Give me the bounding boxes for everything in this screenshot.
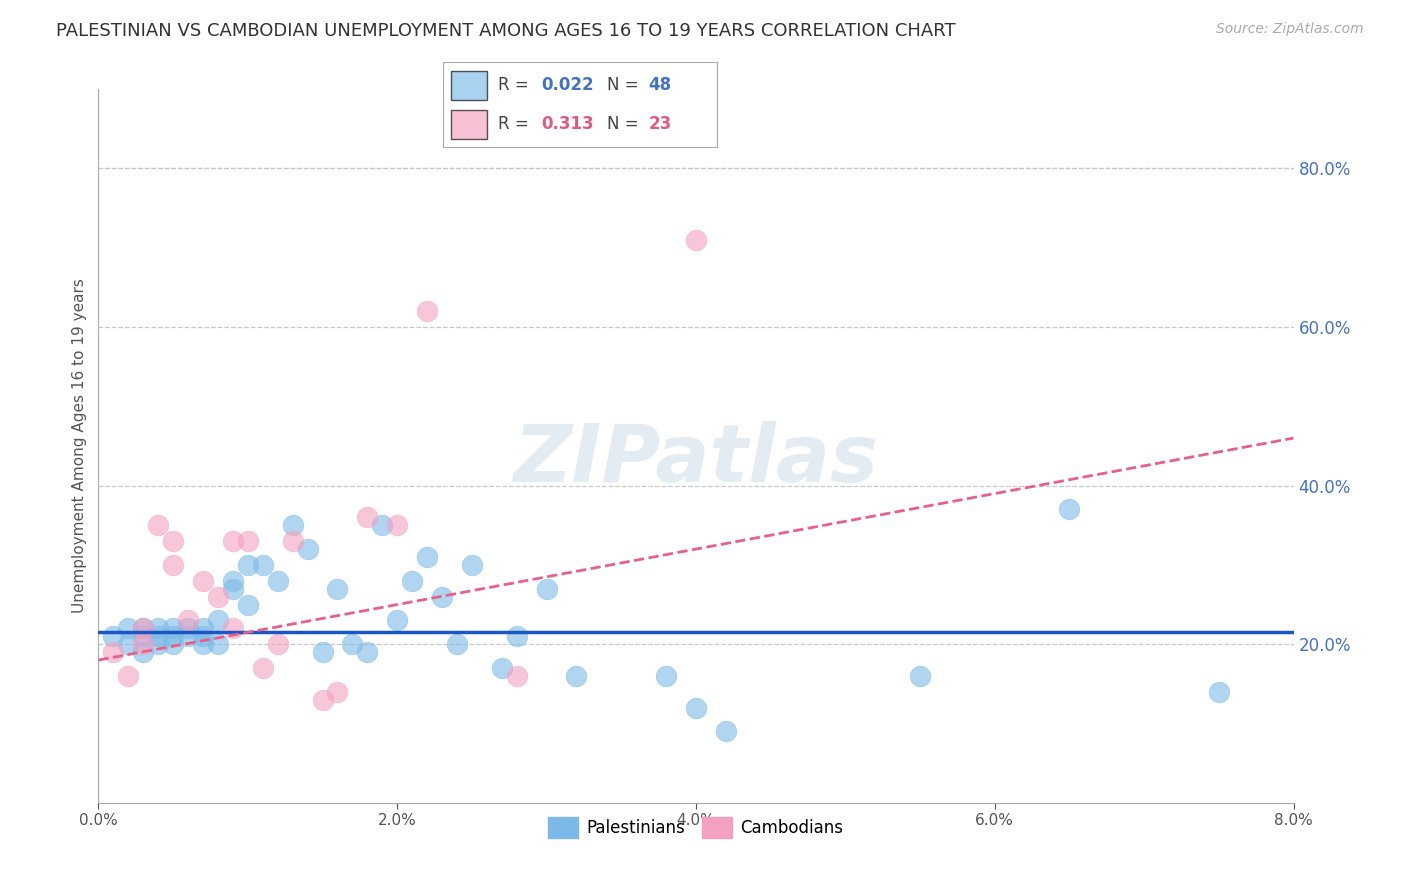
Point <box>506 629 529 643</box>
Point <box>236 534 259 549</box>
Text: 0.022: 0.022 <box>541 77 595 95</box>
Point <box>385 614 409 628</box>
Text: 23: 23 <box>648 115 672 133</box>
Point <box>311 692 333 706</box>
Point <box>222 621 245 635</box>
Point <box>148 629 170 643</box>
Point <box>162 534 184 549</box>
Point <box>132 629 155 643</box>
Point <box>1059 502 1081 516</box>
Point <box>191 637 214 651</box>
Point <box>177 614 200 628</box>
Point <box>356 510 378 524</box>
Point <box>236 598 259 612</box>
Text: 48: 48 <box>648 77 672 95</box>
Point <box>714 724 737 739</box>
Text: R =: R = <box>498 77 534 95</box>
Legend: Palestinians, Cambodians: Palestinians, Cambodians <box>541 811 851 845</box>
Point <box>311 645 333 659</box>
Text: ZIPatlas: ZIPatlas <box>513 421 879 500</box>
Text: N =: N = <box>607 77 644 95</box>
Point <box>281 534 304 549</box>
FancyBboxPatch shape <box>451 110 486 139</box>
Point <box>281 518 304 533</box>
Point <box>267 637 290 651</box>
Point <box>222 582 245 596</box>
Point <box>162 629 184 643</box>
Point <box>685 233 707 247</box>
Point <box>446 637 468 651</box>
Point <box>132 621 155 635</box>
Point <box>267 574 290 588</box>
Point <box>177 629 200 643</box>
Text: PALESTINIAN VS CAMBODIAN UNEMPLOYMENT AMONG AGES 16 TO 19 YEARS CORRELATION CHAR: PALESTINIAN VS CAMBODIAN UNEMPLOYMENT AM… <box>56 22 956 40</box>
Point <box>685 700 707 714</box>
Point <box>103 645 125 659</box>
Point <box>117 621 139 635</box>
Point <box>177 621 200 635</box>
Point <box>461 558 484 572</box>
Point <box>401 574 423 588</box>
Point <box>908 669 931 683</box>
Point <box>252 558 274 572</box>
Point <box>191 574 214 588</box>
Point <box>191 621 214 635</box>
Point <box>132 637 155 651</box>
Point <box>117 669 139 683</box>
Point <box>655 669 678 683</box>
Point <box>356 645 378 659</box>
Point <box>326 582 349 596</box>
Point <box>222 574 245 588</box>
Point <box>385 518 409 533</box>
Y-axis label: Unemployment Among Ages 16 to 19 years: Unemployment Among Ages 16 to 19 years <box>72 278 87 614</box>
Point <box>506 669 529 683</box>
Point <box>565 669 588 683</box>
Point <box>148 621 170 635</box>
Point <box>536 582 558 596</box>
Point <box>252 661 274 675</box>
Point <box>148 518 170 533</box>
Text: N =: N = <box>607 115 644 133</box>
Point <box>207 637 229 651</box>
Point <box>132 645 155 659</box>
Point <box>222 534 245 549</box>
Text: 0.313: 0.313 <box>541 115 595 133</box>
Point <box>491 661 513 675</box>
FancyBboxPatch shape <box>451 71 486 100</box>
Point <box>148 637 170 651</box>
Point <box>371 518 394 533</box>
Point <box>132 621 155 635</box>
Point <box>416 549 439 564</box>
Point <box>191 629 214 643</box>
Text: R =: R = <box>498 115 534 133</box>
Text: Source: ZipAtlas.com: Source: ZipAtlas.com <box>1216 22 1364 37</box>
Point <box>103 629 125 643</box>
Point <box>162 558 184 572</box>
Point <box>162 621 184 635</box>
Point <box>1208 685 1230 699</box>
Point <box>207 614 229 628</box>
Point <box>162 637 184 651</box>
Point <box>236 558 259 572</box>
Point <box>326 685 349 699</box>
Point <box>207 590 229 604</box>
Point <box>297 542 319 557</box>
Point <box>416 304 439 318</box>
Point <box>430 590 453 604</box>
Point <box>117 637 139 651</box>
Point <box>342 637 364 651</box>
